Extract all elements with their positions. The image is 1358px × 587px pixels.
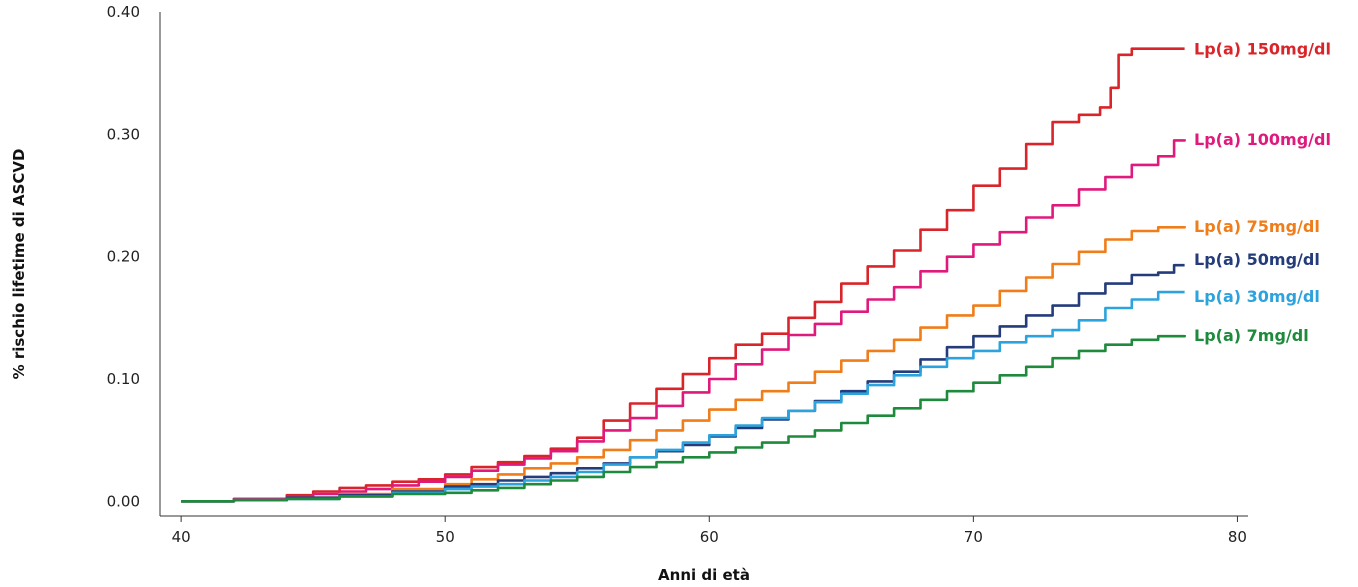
y-axis-ticks: 0.00 0.10 0.20 0.30 0.40 [107, 3, 140, 510]
x-tick-label: 80 [1228, 528, 1247, 546]
y-tick-label: 0.10 [107, 370, 140, 388]
x-tick-label: 70 [964, 528, 983, 546]
y-axis-title: % rischio lifetime di ASCVD [10, 149, 28, 380]
series-line [181, 290, 1185, 503]
series-lines [181, 47, 1186, 503]
x-axis-ticks: 40 50 60 70 80 [172, 516, 1247, 546]
series-line [181, 334, 1186, 503]
x-tick-label: 60 [700, 528, 719, 546]
y-tick-label: 0.40 [107, 3, 140, 21]
series-label: Lp(a) 7mg/dl [1194, 326, 1309, 345]
axes [159, 12, 1248, 517]
y-tick-label: 0.20 [107, 248, 140, 266]
series-labels: Lp(a) 150mg/dl Lp(a) 100mg/dl Lp(a) 75mg/d… [1194, 40, 1331, 345]
x-tick-label: 50 [436, 528, 455, 546]
series-label: Lp(a) 75mg/dl [1194, 217, 1320, 236]
series-line [181, 47, 1185, 503]
series-label: Lp(a) 30mg/dl [1194, 287, 1320, 306]
y-tick-label: 0.00 [107, 492, 140, 510]
x-tick-label: 40 [172, 528, 191, 546]
y-tick-label: 0.30 [107, 125, 140, 143]
series-line [181, 139, 1186, 503]
series-label: Lp(a) 50mg/dl [1194, 250, 1320, 269]
x-axis-title: Anni di età [658, 566, 750, 584]
series-label: Lp(a) 150mg/dl [1194, 40, 1331, 59]
series-label: Lp(a) 100mg/dl [1194, 130, 1331, 149]
